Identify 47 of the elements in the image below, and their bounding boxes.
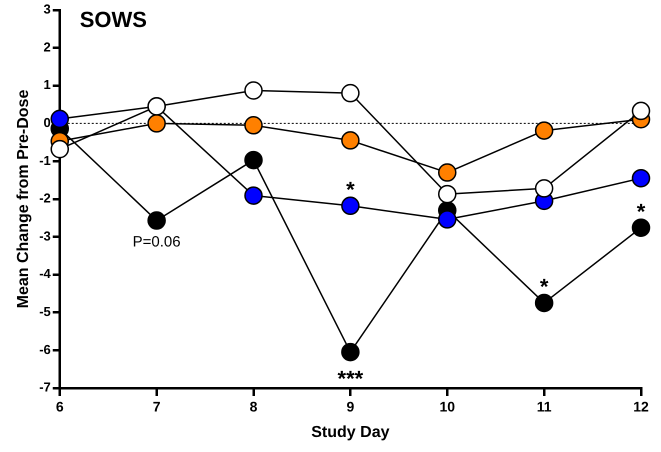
x-tick-label: 6 [56, 398, 64, 414]
point [341, 131, 360, 150]
point [632, 168, 650, 188]
y-tick-label: 0 [44, 114, 51, 130]
x-tick-label: 7 [152, 398, 161, 414]
point [147, 211, 166, 230]
x-tick-label: 12 [633, 398, 649, 414]
annotation: * [636, 198, 646, 224]
x-axis-title: Study Day [311, 424, 390, 441]
y-tick-label: 3 [44, 2, 51, 17]
point [244, 81, 263, 100]
point [534, 294, 554, 312]
annotation: *** [338, 366, 364, 392]
y-tick-label: -5 [39, 304, 51, 319]
y-tick-label: -7 [39, 380, 51, 395]
y-tick-label: -3 [39, 228, 51, 244]
y-tick-label: -4 [39, 266, 52, 282]
point [534, 121, 554, 140]
point [50, 140, 70, 158]
x-tick-label: 9 [346, 398, 354, 414]
annotation: * [540, 274, 549, 300]
y-axis-title: Mean Change from Pre-Dose [15, 90, 32, 308]
point [438, 163, 457, 182]
point [341, 84, 360, 102]
point [438, 210, 457, 229]
point [50, 110, 70, 128]
annotation: * [346, 176, 356, 202]
point [341, 342, 360, 362]
point [147, 114, 166, 133]
y-tick-label: -6 [39, 342, 51, 357]
point [438, 184, 457, 204]
point [244, 186, 263, 205]
chart-title: SOWS [80, 7, 147, 32]
y-tick-label: -2 [39, 190, 51, 206]
point [632, 102, 650, 120]
y-tick-label: 1 [44, 77, 51, 92]
point [632, 218, 650, 237]
annotation: P=0.06 [132, 234, 181, 251]
point [244, 116, 263, 135]
point [244, 150, 263, 170]
y-tick-label: -1 [39, 152, 51, 168]
point [534, 179, 554, 198]
point [341, 196, 360, 216]
x-tick-label: 11 [536, 398, 552, 414]
x-tick-label: 8 [250, 398, 258, 414]
y-tick-label: 2 [44, 39, 51, 54]
x-tick-label: 10 [439, 398, 456, 414]
